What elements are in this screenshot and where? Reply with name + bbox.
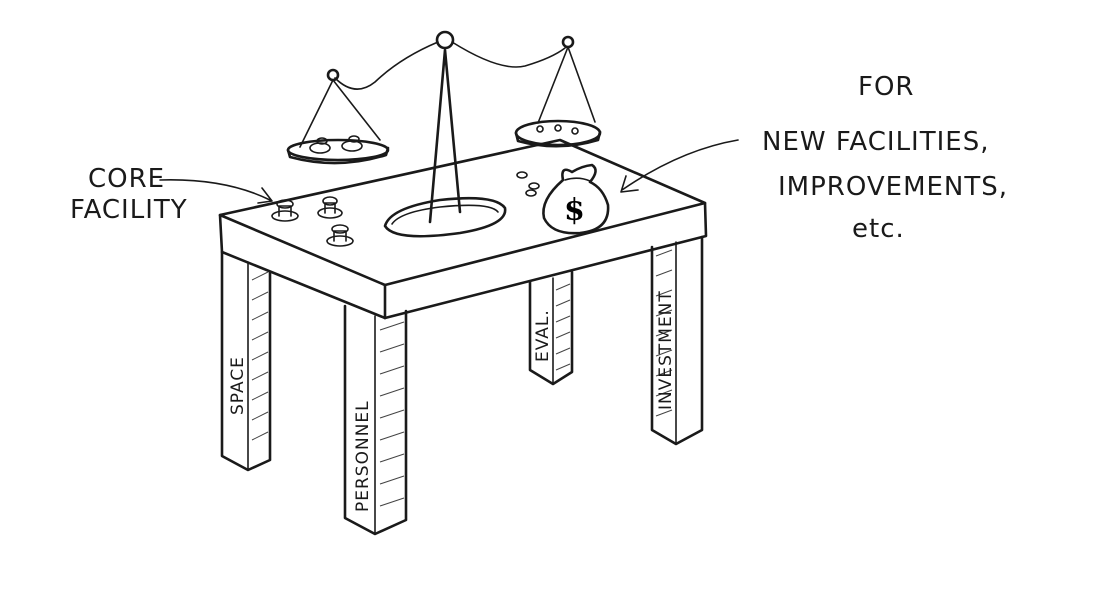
table [218, 138, 708, 536]
leg-front-right [343, 304, 408, 536]
scale-top-knob [435, 30, 455, 50]
leg-back-middle [528, 270, 574, 386]
scale-beam-chain-left [334, 41, 439, 90]
leg-shading [655, 249, 673, 417]
table-apron-right [383, 201, 708, 320]
leg-shading [251, 271, 269, 441]
scale-pan-left [286, 68, 390, 165]
scale-pan-right [514, 35, 602, 148]
coin [516, 171, 528, 179]
knob [326, 224, 354, 247]
investment-note-line4: etc. [852, 214, 905, 244]
core-facility-knobs [271, 196, 354, 247]
pan-weight [309, 137, 331, 154]
core-facility-label-line1: CORE [88, 164, 165, 194]
scale-pillar [428, 48, 462, 224]
coin [525, 189, 537, 197]
leg-shading [379, 321, 405, 507]
coin [528, 182, 540, 190]
scale-beam-chain-right [451, 41, 566, 68]
investment-arrow [620, 139, 739, 193]
scale-base [383, 196, 507, 238]
dollar-sign: $ [564, 193, 585, 228]
investment-note-line2: NEW FACILITIES, [762, 127, 989, 157]
leg-label-space: SPACE [228, 356, 248, 415]
knob [317, 196, 343, 219]
knob [271, 199, 299, 222]
leg-shading [555, 283, 571, 371]
money-bag: $ [542, 163, 610, 235]
leg-front-left [220, 250, 272, 472]
leg-labels: SPACE PERSONNEL EVAL. INVESTMENT [228, 290, 676, 512]
leg-label-eval: EVAL. [533, 309, 553, 362]
leg-label-personnel: PERSONNEL [353, 400, 373, 512]
leg-label-investment: INVESTMENT [656, 290, 676, 410]
investment-note-line1: FOR [858, 72, 915, 102]
core-facility-label-line2: FACILITY [70, 195, 188, 225]
leg-back-right [650, 235, 704, 446]
investment-note-line3: IMPROVEMENTS, [778, 172, 1008, 202]
balance-scale [286, 30, 602, 238]
coins [516, 171, 540, 197]
investment-annotation: FOR NEW FACILITIES, IMPROVEMENTS, etc. [620, 72, 1008, 244]
pan-weight [341, 135, 363, 152]
core-facility-arrow [159, 179, 273, 204]
table-apron-left [218, 213, 387, 320]
core-facility-annotation: CORE FACILITY [70, 164, 273, 225]
